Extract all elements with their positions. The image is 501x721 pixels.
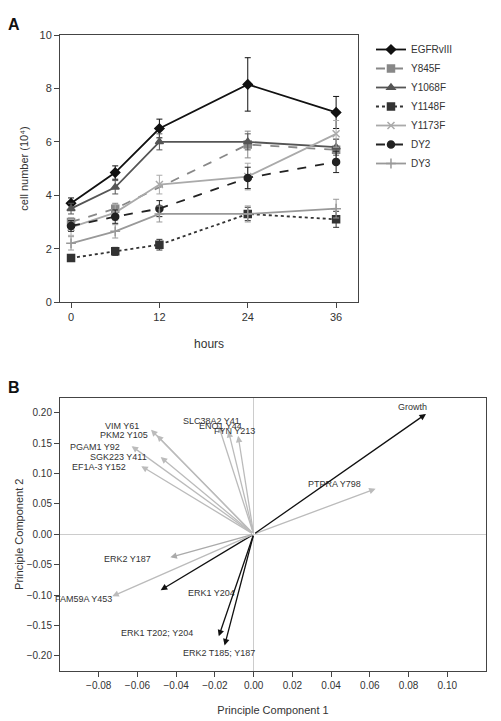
svg-text:−0.05: −0.05 [27, 559, 53, 570]
svg-text:SGK223 Y411: SGK223 Y411 [90, 452, 147, 462]
svg-text:hours: hours [194, 337, 224, 351]
svg-text:−0.20: −0.20 [27, 650, 53, 661]
svg-text:Growth: Growth [398, 402, 427, 412]
svg-text:0.00: 0.00 [244, 680, 264, 691]
svg-text:0.06: 0.06 [360, 680, 380, 691]
svg-text:ENO1 Y44: ENO1 Y44 [199, 421, 242, 431]
svg-text:−0.10: −0.10 [27, 590, 53, 601]
svg-text:36: 36 [330, 311, 342, 323]
svg-text:EGFRvIII: EGFRvIII [411, 44, 452, 55]
svg-text:ERK2 T185; Y187: ERK2 T185; Y187 [183, 648, 255, 658]
svg-text:−0.06: −0.06 [125, 680, 151, 691]
svg-text:Principle Component 1: Principle Component 1 [217, 704, 328, 716]
svg-text:10: 10 [40, 29, 52, 41]
svg-text:ERK2 Y187: ERK2 Y187 [104, 554, 151, 564]
svg-text:EF1A-3 Y152: EF1A-3 Y152 [72, 462, 126, 472]
svg-text:PTPRA Y798: PTPRA Y798 [308, 479, 361, 489]
svg-text:PKM2 Y105: PKM2 Y105 [100, 430, 148, 440]
svg-text:PGAM1 Y92: PGAM1 Y92 [70, 442, 120, 452]
svg-text:0.15: 0.15 [33, 438, 53, 449]
svg-text:−0.15: −0.15 [27, 620, 53, 631]
svg-text:A: A [8, 16, 20, 33]
svg-text:24: 24 [242, 311, 254, 323]
svg-text:−0.04: −0.04 [164, 680, 190, 691]
svg-text:Principle Component 2: Principle Component 2 [13, 479, 25, 590]
svg-text:−0.02: −0.02 [202, 680, 228, 691]
svg-text:DY3: DY3 [411, 158, 431, 169]
svg-text:8: 8 [46, 82, 52, 94]
svg-text:Y845F: Y845F [411, 63, 440, 74]
svg-text:FAM59A Y453: FAM59A Y453 [55, 594, 112, 604]
svg-text:SLC38A2 Y41: SLC38A2 Y41 [183, 416, 240, 426]
svg-text:4: 4 [46, 189, 52, 201]
svg-text:0.02: 0.02 [283, 680, 303, 691]
svg-text:0.05: 0.05 [33, 498, 53, 509]
svg-text:Y1148F: Y1148F [411, 101, 445, 112]
svg-text:0.04: 0.04 [321, 680, 341, 691]
svg-text:12: 12 [153, 311, 165, 323]
svg-text:FYN Y213: FYN Y213 [214, 426, 255, 436]
svg-text:0: 0 [68, 311, 74, 323]
svg-text:VIM Y61: VIM Y61 [105, 421, 139, 431]
svg-text:0.00: 0.00 [33, 529, 53, 540]
svg-text:0.10: 0.10 [33, 468, 53, 479]
svg-text:6: 6 [46, 136, 52, 148]
svg-text:0: 0 [46, 296, 52, 308]
svg-text:0.08: 0.08 [399, 680, 419, 691]
svg-text:ERK1 T202; Y204: ERK1 T202; Y204 [121, 628, 193, 638]
svg-text:Y1173F: Y1173F [411, 120, 445, 131]
svg-text:B: B [8, 379, 20, 396]
svg-text:ERK1 Y204: ERK1 Y204 [188, 588, 235, 598]
svg-text:DY2: DY2 [411, 139, 431, 150]
svg-text:2: 2 [46, 243, 52, 255]
svg-text:0.10: 0.10 [438, 680, 458, 691]
svg-text:0.20: 0.20 [33, 407, 53, 418]
svg-text:cell number (10⁴): cell number (10⁴) [18, 126, 30, 210]
svg-text:Y1068F: Y1068F [411, 82, 446, 93]
svg-text:−0.08: −0.08 [86, 680, 112, 691]
